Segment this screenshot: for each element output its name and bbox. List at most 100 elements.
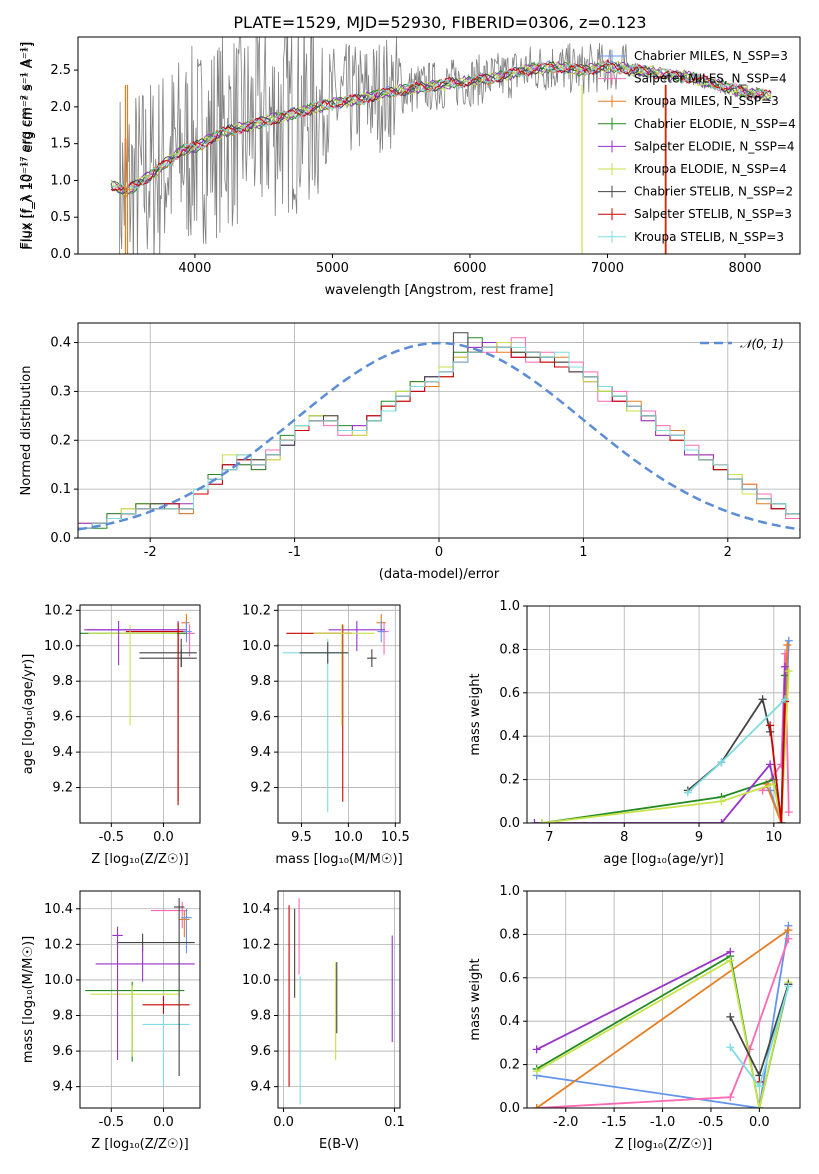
y-tick-label: 0.3 (50, 384, 71, 399)
y-tick-label: 1.5 (50, 137, 71, 152)
legend-label: Chabrier STELIB, N_SSP=2 (634, 185, 793, 199)
y-axis-label: mass [log₁₀(M/M☉)] (21, 936, 36, 1063)
panel-z-mass: -0.5 0.0 9.4 9.6 9.8 10.0 10.2 10.4 Z [log₁₀(Z/Z… (21, 890, 201, 1152)
weight-marker (537, 819, 546, 823)
legend-label: Salpeter STELIB, N_SSP=3 (634, 207, 792, 221)
y-tick-label: 10.0 (44, 973, 73, 988)
plot-area (288, 898, 393, 1105)
panel-age-weight: 7 8 9 10 0.0 0.2 0.4 0.6 0.8 1.0 age [log₁₀(age/yr… (468, 599, 801, 867)
x-axis-label: age [log₁₀(age/yr)] (603, 852, 724, 867)
weight-marker (717, 797, 726, 806)
weight-marker (766, 760, 775, 769)
legend-label: Kroupa STELIB, N_SSP=3 (634, 230, 784, 244)
y-tick-label: 0.0 (499, 816, 520, 831)
x-tick-label: 4000 (178, 261, 211, 276)
weight-marker (532, 1045, 541, 1054)
weight-marker (726, 1093, 735, 1102)
weight-marker (784, 982, 793, 991)
weight-line-chabrier_miles (536, 925, 790, 1108)
x-axis-label: (data-model)/error (379, 567, 500, 582)
weight-marker (758, 695, 767, 704)
legend-label: 𝒩(0, 1) (740, 337, 784, 351)
weight-marker (726, 947, 735, 956)
panel-spectrum: Chabrier MILES, N_SSP=3 Salpeter MILES, N… (19, 36, 801, 298)
weight-marker (784, 934, 793, 943)
x-tick-label: 8000 (728, 261, 761, 276)
weight-marker (726, 956, 735, 965)
weight-marker (726, 1012, 735, 1021)
weight-line-salpeter_stelib (769, 701, 786, 823)
plot-area (282, 613, 389, 813)
y-tick-label: 0.4 (499, 729, 520, 744)
y-axis-label: Normed distribution (19, 366, 34, 496)
y-tick-label: 10.2 (44, 603, 73, 618)
legend-label: Kroupa MILES, N_SSP=3 (634, 94, 779, 108)
x-tick-label: -1.5 (601, 1115, 626, 1130)
spectrum-y-axis-label: Flux [f_λ 10⁻¹⁷ erg cm⁻² s⁻¹ A⁻¹] (21, 42, 36, 250)
panel-ebv-mass: 0.0 0.1 9.4 9.6 9.8 10.0 10.2 10.4 E(B-V) (242, 890, 405, 1152)
y-tick-label: 0.0 (499, 1101, 520, 1116)
panel-mass-age: 9.5 10.0 10.5 9.2 9.4 9.6 9.8 10.0 10.2 mass [log… (242, 603, 410, 867)
x-axis-label: mass [log₁₀(M/M☉)] (275, 852, 402, 867)
weight-marker (532, 1067, 541, 1076)
y-tick-label: 9.8 (52, 674, 73, 689)
x-tick-label: -1.0 (650, 1115, 675, 1130)
axes-frame (79, 604, 201, 824)
x-tick-label: 0.1 (384, 1115, 405, 1130)
y-tick-label: 9.2 (52, 781, 73, 796)
y-axis-label: mass weight (468, 673, 483, 755)
panels: Chabrier MILES, N_SSP=3 Salpeter MILES, N… (19, 36, 801, 1152)
axes-frame (277, 604, 401, 824)
legend-label: Kroupa ELODIE, N_SSP=4 (634, 162, 787, 176)
x-axis-label: Z [log₁₀(Z/Z☉)] (91, 852, 188, 867)
y-tick-label: 1.0 (50, 173, 71, 188)
y-tick-label: 9.4 (52, 745, 73, 760)
weight-marker (781, 662, 790, 671)
weight-marker (726, 1043, 735, 1052)
y-tick-label: 9.2 (250, 781, 271, 796)
x-tick-label: -0.5 (99, 1115, 124, 1130)
x-tick-label: -0.5 (99, 830, 124, 845)
y-tick-label: 9.8 (250, 1009, 271, 1024)
x-axis-label: wavelength [Angstrom, rest frame] (325, 283, 554, 298)
x-tick-label: 2 (724, 545, 732, 560)
axes-frame (79, 890, 201, 1109)
spectrum-model-chabrier_stelib (110, 61, 772, 195)
y-tick-label: 0.8 (499, 927, 520, 942)
x-tick-label: 10.0 (334, 830, 363, 845)
legend-label: Salpeter ELODIE, N_SSP=4 (634, 139, 795, 153)
y-tick-label: 0.6 (499, 971, 520, 986)
y-tick-label: 0.4 (50, 336, 71, 351)
plot-area (78, 332, 800, 538)
y-tick-label: 2.5 (50, 63, 71, 78)
y-tick-label: 9.4 (52, 1080, 73, 1095)
weight-marker (783, 641, 792, 650)
x-tick-label: -2 (144, 545, 157, 560)
y-tick-label: 0.2 (499, 1058, 520, 1073)
y-tick-label: 10.0 (242, 639, 271, 654)
spectrum-model-salpeter_miles (110, 60, 772, 191)
weight-marker (755, 1082, 764, 1091)
x-axis-label: Z [log₁₀(Z/Z☉)] (91, 1137, 188, 1152)
weight-marker (532, 1104, 541, 1108)
chart-title: PLATE=1529, MJD=52930, FIBERID=0306, z=0… (233, 13, 646, 32)
panel-z-weight: -2.0 -1.5 -1.0 -0.5 0.0 0.0 0.2 0.4 0.6 0.8 1.0 Z [… (468, 884, 801, 1152)
legend-label: Chabrier MILES, N_SSP=3 (634, 49, 788, 63)
x-tick-label: 9.5 (291, 830, 312, 845)
axes-frame (526, 605, 801, 824)
axes-frame (277, 890, 401, 1109)
histogram-kroupa_stelib (78, 346, 800, 538)
y-tick-label: 9.8 (250, 674, 271, 689)
y-tick-label: 10.4 (44, 902, 73, 917)
spectrum-model-salpeter_elodie (110, 61, 772, 198)
y-tick-label: 9.6 (250, 1044, 271, 1059)
weight-marker (717, 819, 726, 823)
y-tick-label: 2.0 (50, 100, 71, 115)
weight-marker (784, 926, 793, 935)
weight-marker (781, 695, 790, 704)
y-tick-label: 0.6 (499, 686, 520, 701)
y-tick-label: 0.0 (50, 531, 71, 546)
x-tick-label: 0.0 (153, 830, 174, 845)
panel-z-age: -0.5 0.0 9.2 9.4 9.6 9.8 10.0 10.2 Z [log₁₀(Z/Z☉… (21, 603, 201, 867)
